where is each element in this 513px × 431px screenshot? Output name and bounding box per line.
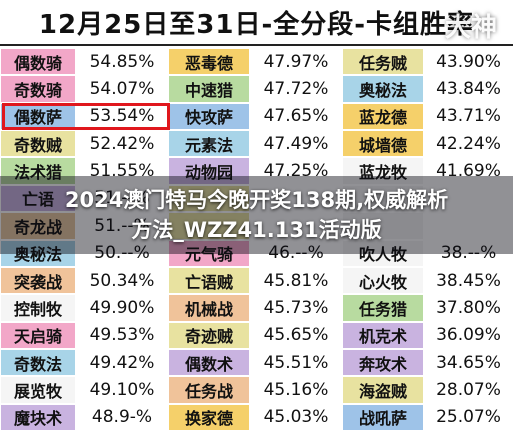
deck-name-cell: 展览牧 [0, 376, 76, 404]
watermark-logo: 大神 [439, 6, 503, 44]
deck-name-cell: 亡语贼 [168, 266, 250, 295]
winrate-cell: 51.--% [76, 212, 168, 240]
winrate-cell: 25.07% [424, 403, 513, 431]
deck-name-cell: 换家德 [168, 403, 250, 431]
deck-name-cell: 机械战 [168, 294, 250, 322]
winrate-cell [424, 184, 513, 213]
deck-name-cell: 吹人牧 [342, 239, 424, 267]
winrate-cell: 45.65% [250, 321, 342, 349]
winrate-cell: 48.9-% [76, 403, 168, 431]
watermark-text: 大神 [444, 12, 497, 43]
winrate-cell: 54.07% [76, 75, 168, 103]
deck-name-cell: 海盗贼 [342, 376, 424, 404]
deck-name-cell [168, 184, 250, 213]
winrate-cell: 43.71% [424, 102, 513, 131]
deck-name-cell: 元气骑 [168, 239, 250, 267]
winrate-cell: 45.16% [250, 376, 342, 404]
deck-name-cell: 奔攻术 [342, 348, 424, 377]
winrate-cell: 51.--% [76, 184, 168, 213]
deck-name-cell: 任务猎 [342, 294, 424, 322]
winrate-cell: 49.10% [76, 376, 168, 404]
deck-name-cell: 偶数萨 [0, 102, 76, 131]
deck-name-cell: 蓝龙牧 [342, 157, 424, 185]
deck-name-cell: 机克术 [342, 321, 424, 349]
deck-name-cell: 快攻萨 [168, 102, 250, 131]
title-bar: 12月25日至31日-全分段-卡组胜率 [0, 0, 513, 46]
winrate-cell: 42.24% [424, 130, 513, 158]
deck-name-cell: 奇龙战 [0, 212, 76, 240]
winrate-cell: 50.--% [76, 239, 168, 267]
winrate-cell [250, 184, 342, 213]
deck-name-cell: 奇数法 [0, 348, 76, 377]
deck-name-cell: 动物园 [168, 157, 250, 185]
winrate-cell: 49.90% [76, 294, 168, 322]
winrate-cell: 49.42% [76, 348, 168, 377]
deck-name-cell [342, 212, 424, 240]
winrate-cell: 38.45% [424, 266, 513, 295]
winrate-cell [424, 212, 513, 240]
winrate-cell: 54.85% [76, 48, 168, 76]
deck-name-cell: 偶数术 [168, 348, 250, 377]
deck-name-cell: 任务贼 [342, 48, 424, 76]
winrate-cell: 51.55% [76, 157, 168, 185]
headline-overlay: 2024澳门特马今晚开奖138期,权威解析 方法_WZZ41.131活动版 [0, 176, 513, 254]
deck-name-cell: 奇迹贼 [168, 321, 250, 349]
deck-name-cell [342, 184, 424, 213]
winrate-cell: 37.80% [424, 294, 513, 322]
winrate-cell: 43.90% [424, 48, 513, 76]
winrate-cell: 38.--% [424, 239, 513, 267]
deck-name-cell: 偶数骑 [0, 48, 76, 76]
winrate-cell: 45.03% [250, 403, 342, 431]
deck-name-cell: 恶毒德 [168, 48, 250, 76]
winrate-cell [250, 212, 342, 240]
deck-name-cell: 天启骑 [0, 321, 76, 349]
winrate-cell: 47.72% [250, 75, 342, 103]
deck-name-cell: 控制牧 [0, 294, 76, 322]
deck-name-cell [168, 212, 250, 240]
winrate-cell: 47.97% [250, 48, 342, 76]
winrate-cell: 45.81% [250, 266, 342, 295]
headline-line-2: 方法_WZZ41.131活动版 [131, 218, 382, 242]
winrate-table: 偶数骑 54.85% 恶毒德 47.97% 任务贼 43.90% 奇数骑 54.07% 中速猎 4… [0, 48, 513, 431]
deck-name-cell: 城墙德 [342, 130, 424, 158]
deck-name-cell: 心火牧 [342, 266, 424, 295]
deck-name-cell: 突袭战 [0, 266, 76, 295]
winrate-cell: 34.65% [424, 348, 513, 377]
winrate-cell: 53.54% [76, 102, 168, 131]
deck-name-cell: 亡语 [0, 184, 76, 213]
deck-name-cell: 魔块术 [0, 403, 76, 431]
winrate-cell: 49.53% [76, 321, 168, 349]
deck-name-cell: 法术猎 [0, 157, 76, 185]
winrate-cell: 47.49% [250, 130, 342, 158]
winrate-cell: 43.84% [424, 75, 513, 103]
deck-name-cell: 奥秘法 [342, 75, 424, 103]
watermark-dot-icon [493, 8, 499, 14]
winrate-cell: 52.42% [76, 130, 168, 158]
deck-name-cell: 奇数贼 [0, 130, 76, 158]
winrate-cell: 28.07% [424, 376, 513, 404]
deck-name-cell: 奇数骑 [0, 75, 76, 103]
deck-name-cell: 元素法 [168, 130, 250, 158]
deck-name-cell: 战吼萨 [342, 403, 424, 431]
winrate-cell: 47.25% [250, 157, 342, 185]
winrate-cell: 36.09% [424, 321, 513, 349]
headline-line-1: 2024澳门特马今晚开奖138期,权威解析 [64, 188, 449, 212]
winrate-cell: 50.34% [76, 266, 168, 295]
deck-name-cell: 任务战 [168, 376, 250, 404]
deck-name-cell: 中速猎 [168, 75, 250, 103]
winrate-cell: 46.--% [250, 239, 342, 267]
deck-name-cell: 奥秘法 [0, 239, 76, 267]
winrate-cell: 45.51% [250, 348, 342, 377]
deck-name-cell: 蓝龙德 [342, 102, 424, 131]
winrate-cell: 47.65% [250, 102, 342, 131]
page-title: 12月25日至31日-全分段-卡组胜率 [38, 9, 475, 40]
winrate-cell: 45.73% [250, 294, 342, 322]
